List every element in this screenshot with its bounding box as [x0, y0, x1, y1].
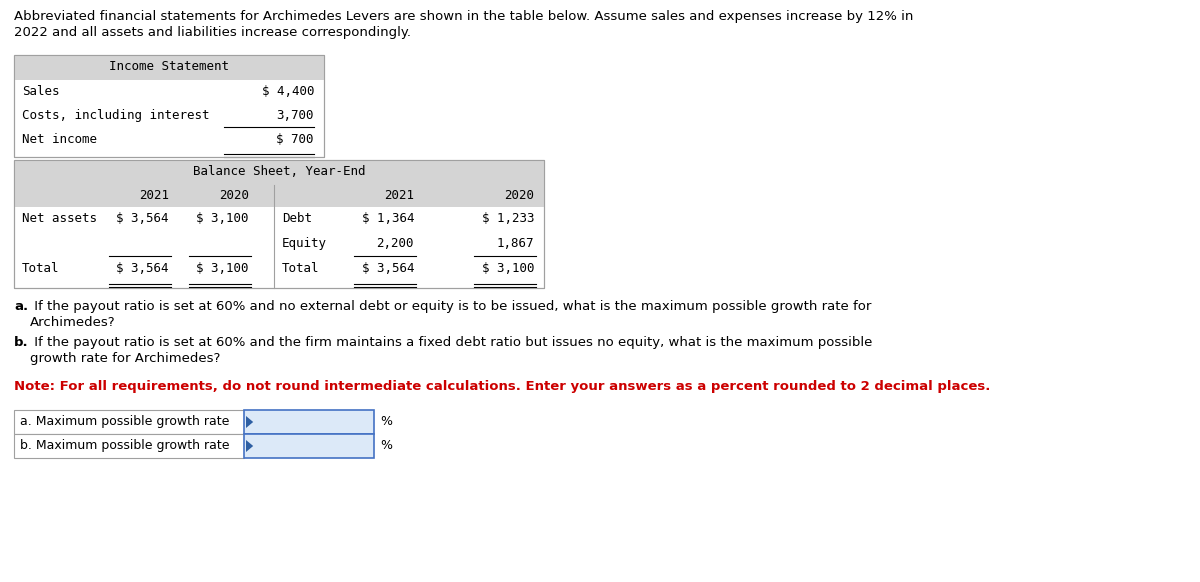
Text: Equity: Equity	[282, 237, 326, 250]
Text: $ 3,564: $ 3,564	[361, 262, 414, 275]
Bar	[14, 55, 324, 157]
Text: 2020: 2020	[504, 189, 534, 202]
Text: b. Maximum possible growth rate: b. Maximum possible growth rate	[20, 439, 229, 452]
Text: %: %	[380, 415, 392, 428]
Text: $ 700: $ 700	[276, 133, 314, 146]
Text: $ 3,100: $ 3,100	[197, 262, 250, 275]
Text: $ 3,564: $ 3,564	[116, 262, 169, 275]
Text: a. Maximum possible growth rate: a. Maximum possible growth rate	[20, 415, 229, 428]
Text: Archimedes?: Archimedes?	[30, 316, 115, 329]
Text: Debt: Debt	[282, 212, 312, 225]
Text: Net income: Net income	[22, 133, 97, 146]
Text: 2021: 2021	[139, 189, 169, 202]
Text: $ 4,400: $ 4,400	[262, 85, 314, 98]
Bar	[244, 410, 374, 434]
Text: Abbreviated financial statements for Archimedes Levers are shown in the table be: Abbreviated financial statements for Arc…	[14, 10, 913, 23]
Text: Income Statement: Income Statement	[109, 60, 229, 73]
Bar	[14, 55, 324, 80]
Text: Sales: Sales	[22, 85, 60, 98]
Text: Costs, including interest: Costs, including interest	[22, 109, 210, 122]
Text: If the payout ratio is set at 60% and no external debt or equity is to be issued: If the payout ratio is set at 60% and no…	[30, 300, 871, 313]
Text: Note: For all requirements, do not round intermediate calculations. Enter your a: Note: For all requirements, do not round…	[14, 380, 990, 393]
Text: 2,200: 2,200	[377, 237, 414, 250]
Text: $ 1,233: $ 1,233	[481, 212, 534, 225]
Text: If the payout ratio is set at 60% and the firm maintains a fixed debt ratio but : If the payout ratio is set at 60% and th…	[30, 336, 872, 349]
Text: growth rate for Archimedes?: growth rate for Archimedes?	[30, 352, 221, 365]
Polygon shape	[246, 416, 253, 428]
Text: 2021: 2021	[384, 189, 414, 202]
Text: b.: b.	[14, 336, 29, 349]
Bar	[14, 160, 544, 288]
Text: $ 3,564: $ 3,564	[116, 212, 169, 225]
Bar	[244, 434, 374, 458]
Bar	[14, 434, 244, 458]
Text: 2020: 2020	[220, 189, 250, 202]
Bar	[14, 410, 244, 434]
Polygon shape	[246, 440, 253, 452]
Text: Total: Total	[22, 262, 60, 275]
Text: 1,867: 1,867	[497, 237, 534, 250]
Text: 3,700: 3,700	[276, 109, 314, 122]
Text: $ 1,364: $ 1,364	[361, 212, 414, 225]
Text: %: %	[380, 439, 392, 452]
Text: Net assets: Net assets	[22, 212, 97, 225]
Bar	[14, 160, 544, 288]
Text: a.: a.	[14, 300, 28, 313]
Bar	[14, 160, 544, 185]
Text: Total: Total	[282, 262, 319, 275]
Text: $ 3,100: $ 3,100	[481, 262, 534, 275]
Bar	[14, 55, 324, 157]
Text: Balance Sheet, Year-End: Balance Sheet, Year-End	[193, 165, 365, 178]
Text: $ 3,100: $ 3,100	[197, 212, 250, 225]
Text: 2022 and all assets and liabilities increase correspondingly.: 2022 and all assets and liabilities incr…	[14, 26, 410, 39]
Bar	[14, 185, 544, 207]
